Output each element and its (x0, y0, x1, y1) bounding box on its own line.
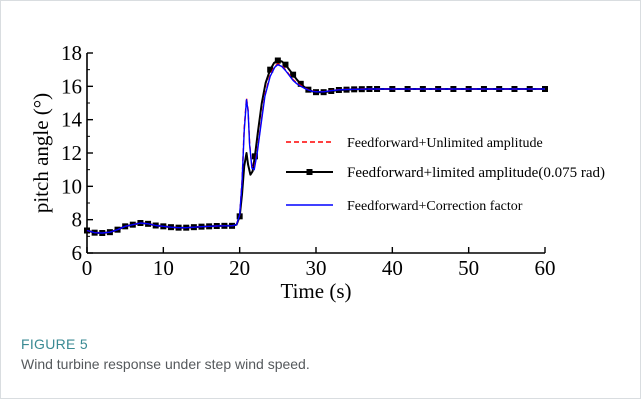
y-tick-label: 16 (61, 74, 82, 98)
series-line (86, 63, 545, 234)
x-tick-label: 40 (382, 256, 403, 280)
series-marker (290, 71, 297, 78)
x-axis-label: Time (s) (281, 279, 352, 303)
x-tick-label: 30 (306, 256, 327, 280)
y-axis-label: pitch angle (°) (29, 93, 53, 213)
legend-entry: Feedforward+Unlimited amplitude (347, 136, 543, 151)
series-marker (282, 61, 289, 68)
x-tick-label: 10 (153, 256, 174, 280)
y-tick-label: 8 (72, 208, 83, 232)
chart-axes: 0 10 20 30 40 50 60 6 8 10 12 14 16 18 (61, 41, 556, 280)
chart-series (84, 57, 548, 236)
y-tick-label: 6 (72, 241, 83, 265)
x-tick-label: 0 (82, 256, 93, 280)
legend-marker (306, 169, 313, 175)
series-marker (274, 57, 281, 64)
pitch-angle-chart: 0 10 20 30 40 50 60 6 8 10 12 14 16 18 Feedforward+Un… (29, 41, 605, 303)
chart-legend: Feedforward+Unlimited amplitude Feedforwa… (286, 136, 605, 214)
legend-entry: Feedforward+Correction factor (347, 199, 523, 214)
y-tick-label: 10 (61, 174, 82, 198)
legend-entry: Feedforward+limited amplitude(0.075 rad) (347, 165, 605, 181)
x-tick-label: 60 (535, 256, 556, 280)
series-marker (267, 66, 274, 73)
figure-caption: Wind turbine response under step wind sp… (21, 356, 310, 372)
series-marker (297, 80, 304, 87)
y-tick-label: 14 (61, 108, 83, 132)
series-marker (251, 153, 258, 160)
y-tick-label: 18 (61, 41, 82, 65)
x-tick-label: 20 (229, 256, 250, 280)
figure-label: FIGURE 5 (21, 336, 88, 352)
y-tick-label: 12 (61, 141, 82, 165)
x-tick-label: 50 (458, 256, 479, 280)
